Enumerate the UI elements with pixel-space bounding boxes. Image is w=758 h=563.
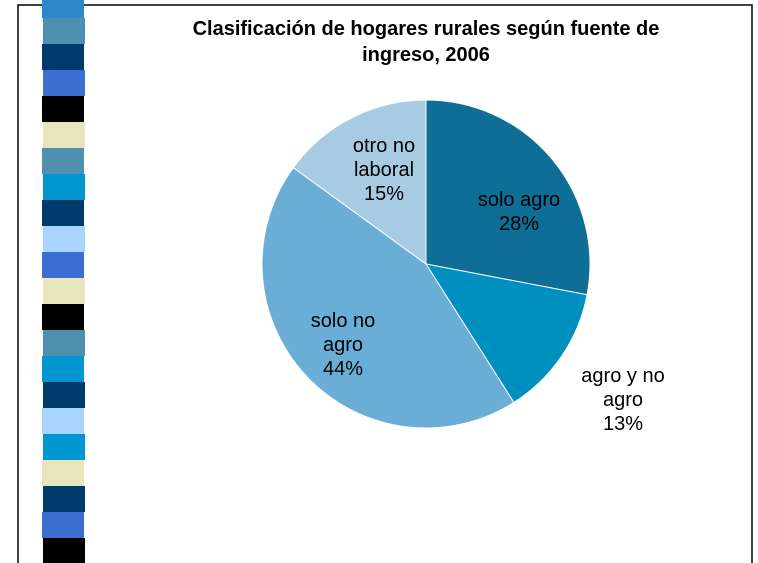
category-label: agro y no agro [581,365,665,411]
strip-block [43,70,85,96]
category-label: solo agro [477,189,561,211]
strip-block [42,0,84,18]
slice-label: agro y no agro 13% [573,364,673,436]
strip-block [43,122,85,148]
strip-block [43,486,85,512]
chart-title: Clasificación de hogares rurales según f… [192,18,660,66]
strip-block [43,382,85,408]
category-label: solo no agro [310,310,376,356]
strip-block [42,252,84,278]
value-label: 15% [363,183,405,205]
strip-block [43,174,85,200]
strip-block [43,278,85,304]
strip-block [43,226,85,252]
pie-slice [424,263,588,404]
strip-block [42,44,84,70]
strip-block [42,408,84,434]
value-label: 44% [322,358,364,380]
strip-block [43,330,85,356]
strip-block [43,538,85,563]
category-label: otro no laboral [352,135,416,181]
slice-label: solo no agro 44% [293,309,393,381]
strip-block [42,148,84,174]
value-label: 13% [602,413,644,435]
slice-label: solo agro 28% [469,188,569,236]
value-label: 28% [498,213,540,235]
strip-block [42,460,84,486]
slice-label: otro no laboral 15% [334,134,434,206]
decorative-strip [42,0,85,563]
strip-block [42,200,84,226]
strip-block [42,356,84,382]
pie [261,99,591,429]
pie-slice [292,99,427,265]
strip-block [42,512,84,538]
pie-slice [261,166,515,429]
frame [17,4,753,563]
pie-slice [425,99,591,296]
strip-block [43,434,85,460]
strip-block [42,304,84,330]
strip-block [43,18,85,44]
strip-block [42,96,84,122]
